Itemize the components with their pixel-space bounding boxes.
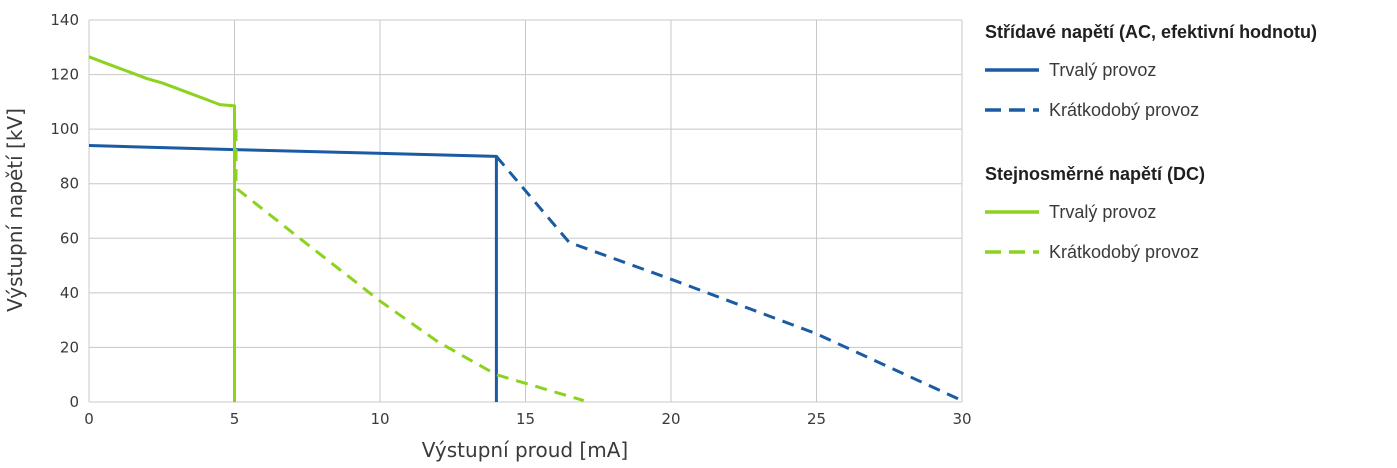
legend-item-ac-short-term: Krátkodobý provoz (985, 90, 1390, 130)
x-tick-label: 20 (661, 410, 680, 428)
legend-item-dc-continuous: Trvalý provoz (985, 192, 1390, 232)
legend-item-dc-short-term: Krátkodobý provoz (985, 232, 1390, 272)
x-tick-label: 25 (807, 410, 826, 428)
series-line-0 (88, 144, 498, 402)
series-line-3 (234, 129, 585, 403)
legend-label: Krátkodobý provoz (1049, 241, 1200, 262)
series-line-1 (495, 155, 963, 402)
x-tick-label: 30 (952, 410, 971, 428)
y-tick-label: 100 (50, 120, 79, 138)
y-tick-label: 80 (60, 175, 79, 193)
legend-group-title-ac: Střídavé napětí (AC, efektivní hodnotu) (985, 22, 1318, 42)
legend: Střídavé napětí (AC, efektivní hodnotu) … (985, 14, 1390, 272)
legend-label: Trvalý provoz (1049, 59, 1157, 80)
y-tick-label: 20 (60, 338, 79, 356)
y-tick-label: 0 (69, 393, 79, 411)
x-tick-label: 5 (230, 410, 240, 428)
y-axis-label: Výstupní napětí [kV] (3, 108, 27, 312)
grid-lines (88, 19, 963, 403)
legend-item-ac-continuous: Trvalý provoz (985, 50, 1390, 90)
y-tick-label: 120 (50, 66, 79, 84)
y-tick-label: 140 (50, 11, 79, 29)
series-line-2 (88, 55, 236, 402)
legend-label: Trvalý provoz (1049, 201, 1157, 222)
axis-ticks: 0 20 40 60 80 100 120 140 0 5 10 15 20 25 30 (50, 11, 971, 428)
x-tick-label: 15 (516, 410, 535, 428)
x-axis-label: Výstupní proud [mA] (422, 438, 628, 462)
x-tick-label: 10 (370, 410, 389, 428)
chart-series (88, 55, 963, 403)
solid-line-swatch-icon (985, 68, 1039, 72)
legend-group-title-dc: Stejnosměrné napětí (DC) (985, 164, 1206, 184)
dashed-line-swatch-icon (985, 108, 1039, 112)
solid-line-swatch-icon (985, 210, 1039, 214)
y-tick-label: 40 (60, 284, 79, 302)
legend-label: Krátkodobý provoz (1049, 99, 1200, 120)
y-tick-label: 60 (60, 229, 79, 247)
x-tick-label: 0 (84, 410, 94, 428)
dashed-line-swatch-icon (985, 250, 1039, 254)
